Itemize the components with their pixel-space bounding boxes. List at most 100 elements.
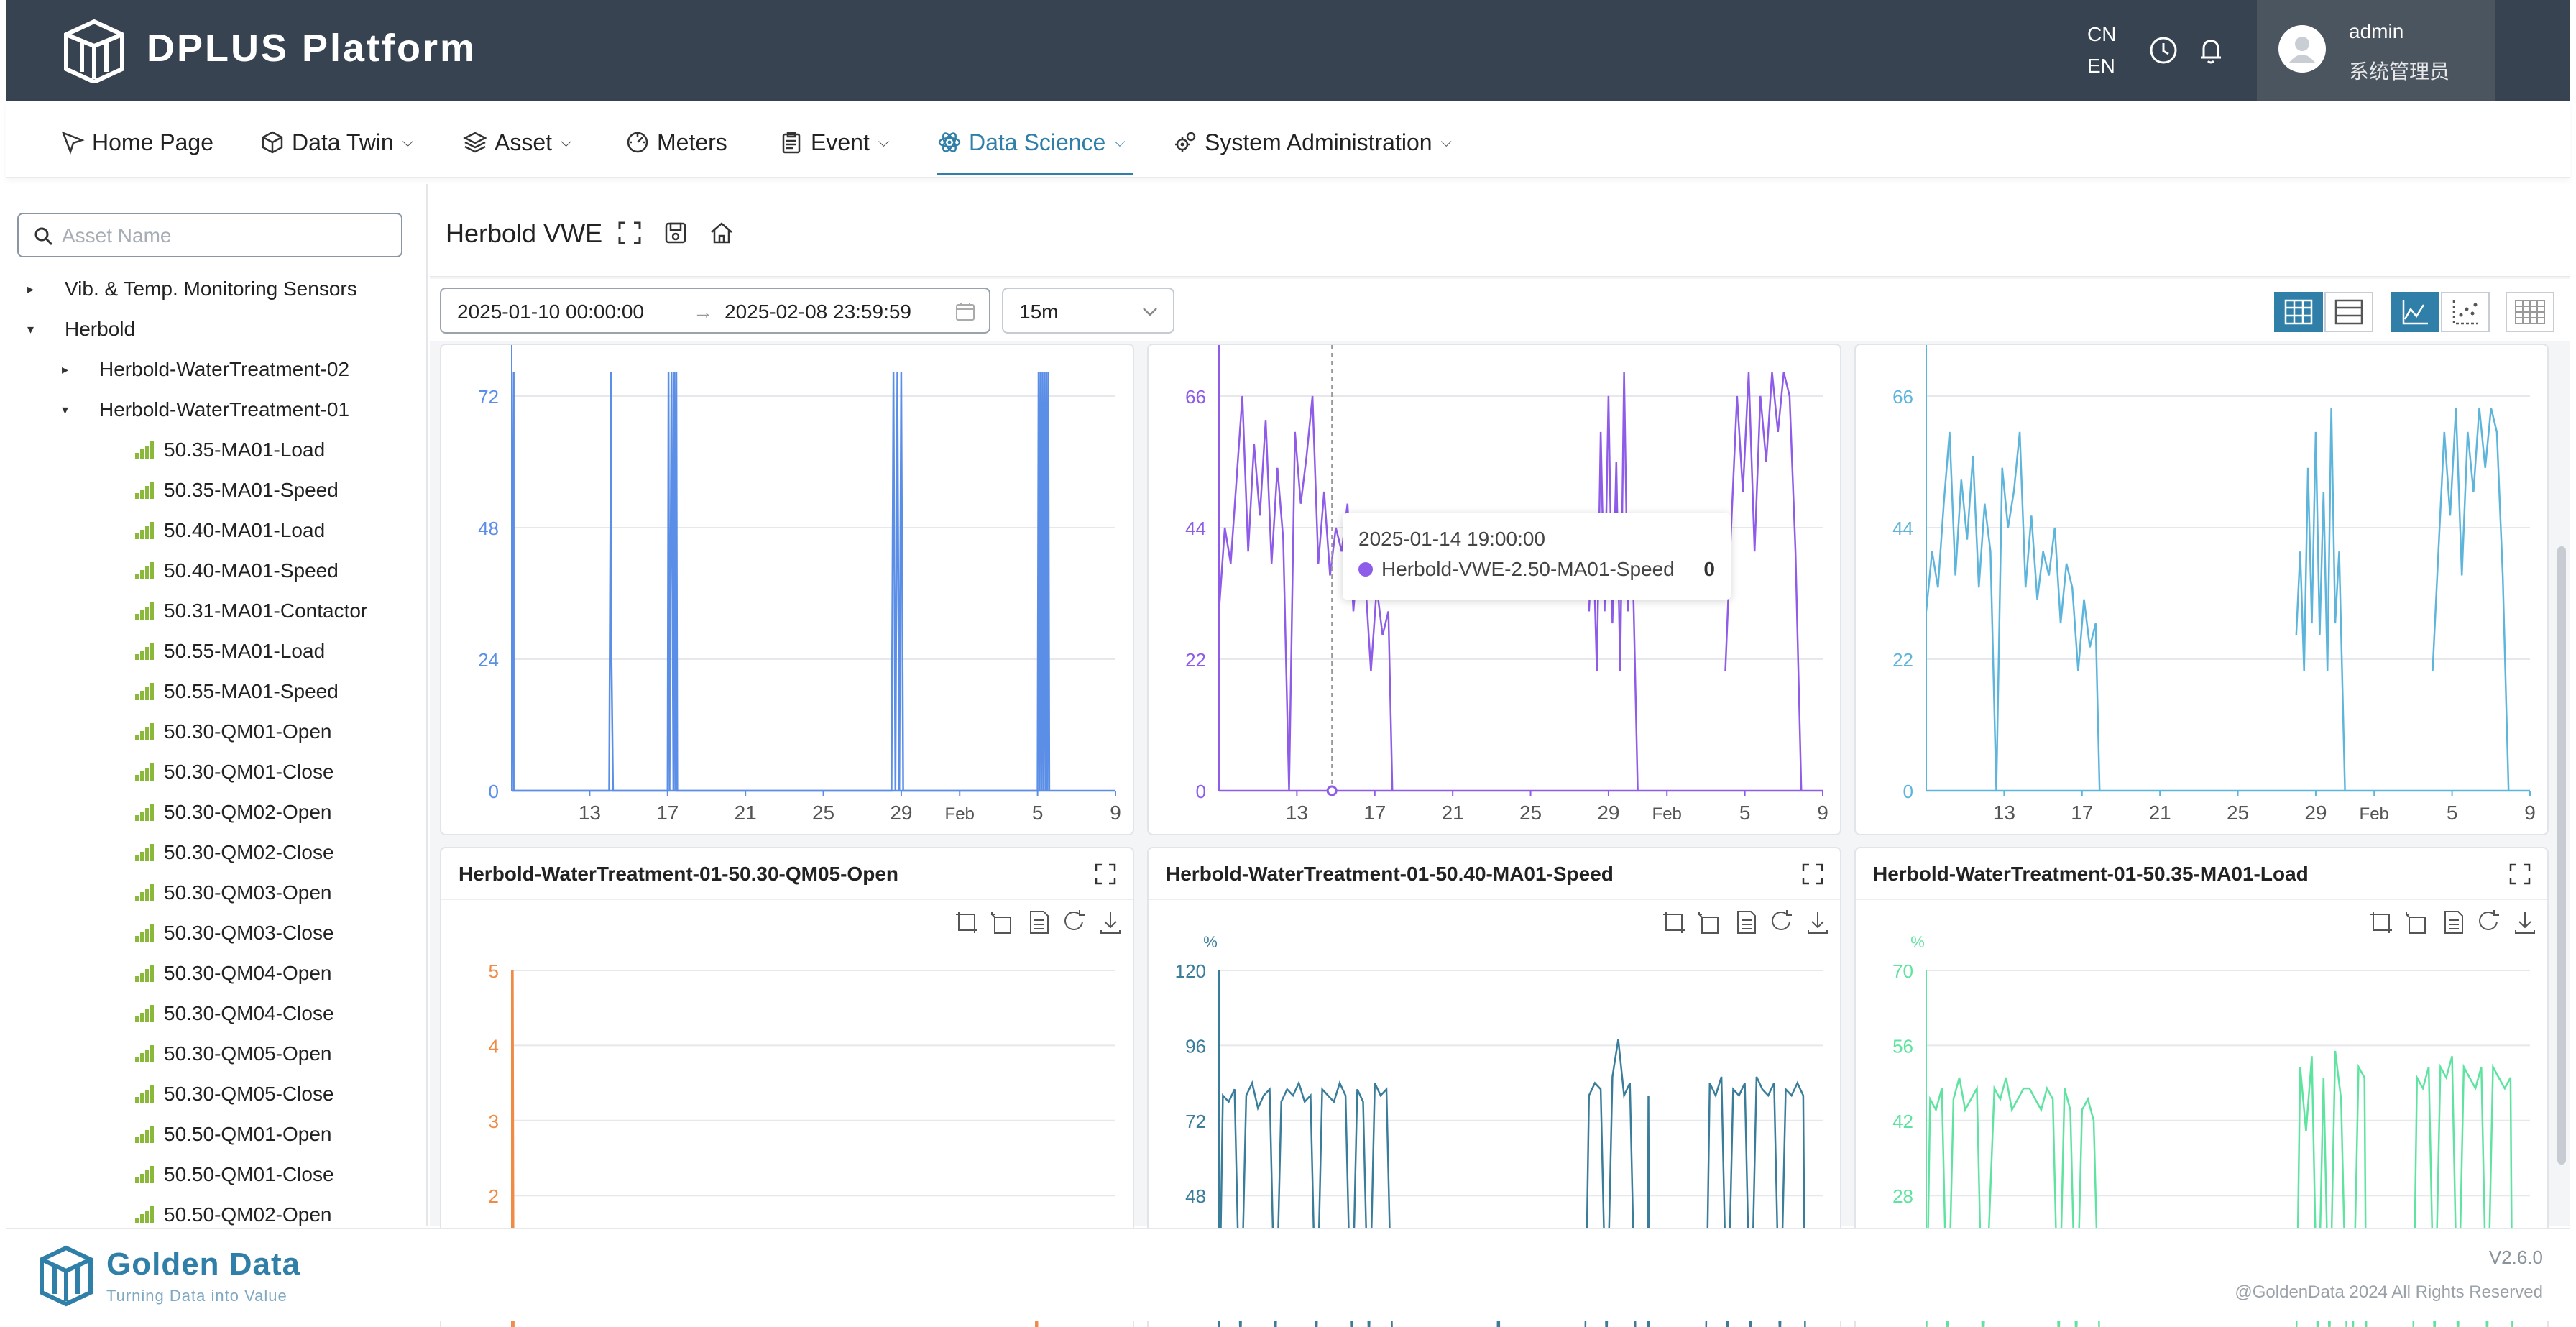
tooltip-series-name: Herbold-VWE-2.50-MA01-Speed <box>1381 558 1675 580</box>
caret-right-icon[interactable]: ▸ <box>62 362 69 377</box>
nav-home[interactable]: Home Page <box>60 125 213 160</box>
interval-select[interactable]: 15m <box>1002 288 1174 334</box>
download-icon[interactable] <box>1804 909 1831 936</box>
tree-node[interactable]: ▸ Vib. & Temp. Monitoring Sensors <box>6 269 426 309</box>
x-tick-label: 17 <box>656 802 678 824</box>
table-view-button[interactable] <box>2506 292 2554 332</box>
data-view-icon[interactable] <box>2439 909 2467 936</box>
asset-tree: ▸ Vib. & Temp. Monitoring Sensors ▾ Herbold… <box>6 269 426 1226</box>
x-tick-label: 25 <box>1519 802 1542 824</box>
nav-meters[interactable]: Meters <box>625 125 727 160</box>
refresh-icon[interactable] <box>1061 909 1088 936</box>
nav-data-twin[interactable]: Data Twin ⌵ <box>260 125 413 160</box>
zoom-reset-icon[interactable] <box>2404 909 2431 936</box>
bell-icon[interactable] <box>2195 35 2227 66</box>
tree-node-label: 50.40-MA01-Load <box>164 519 326 541</box>
caret-down-icon[interactable]: ▾ <box>62 402 69 417</box>
layers-icon <box>463 132 487 153</box>
tree-node[interactable]: 50.50-QM01-Close <box>6 1154 426 1195</box>
tree-node[interactable]: 50.50-QM01-Open <box>6 1114 426 1154</box>
nav-event[interactable]: Event ⌵ <box>779 125 889 160</box>
chart-plot[interactable]: 0 22 44 66 13 17 21 25 29 Feb 5 9 <box>1149 345 1841 835</box>
chart-card-header: Herbold-WaterTreatment-01-50.35-MA01-Loa… <box>1856 848 2547 900</box>
tree-node[interactable]: 50.40-MA01-Load <box>6 510 426 551</box>
main-scrollbar[interactable] <box>2557 546 2566 1165</box>
x-tick-label: 21 <box>1442 802 1464 824</box>
tree-node[interactable]: 50.30-QM02-Open <box>6 792 426 832</box>
brand-name: DPLUS Platform <box>147 27 477 70</box>
zoom-reset-icon[interactable] <box>1696 909 1724 936</box>
tree-node-label: Herbold-WaterTreatment-02 <box>99 358 350 380</box>
lang-en[interactable]: EN <box>2087 55 2115 77</box>
tree-node[interactable]: 50.30-QM03-Close <box>6 913 426 953</box>
caret-right-icon[interactable]: ▸ <box>27 281 34 296</box>
tree-node[interactable]: 50.35-MA01-Speed <box>6 470 426 510</box>
tree-node[interactable]: 50.35-MA01-Load <box>6 430 426 470</box>
tree-node-label: 50.31-MA01-Contactor <box>164 600 368 622</box>
chart-plot[interactable]: 0 22 44 66 13 17 21 25 29 Feb 5 9 <box>1856 345 2549 835</box>
nav-system-administration[interactable]: System Administration ⌵ <box>1173 125 1452 160</box>
download-icon[interactable] <box>2511 909 2539 936</box>
copyright: @GoldenData 2024 All Rights Reserved <box>2235 1282 2543 1302</box>
refresh-icon[interactable] <box>2475 909 2503 936</box>
save-icon[interactable] <box>663 220 689 246</box>
tree-node[interactable]: ▾ Herbold <box>6 309 426 349</box>
data-view-icon[interactable] <box>1025 909 1052 936</box>
lang-cn[interactable]: CN <box>2087 23 2117 45</box>
user-role: 系统管理员 <box>2349 60 2450 83</box>
tree-node[interactable]: 50.30-QM01-Close <box>6 752 426 792</box>
crop-zoom-icon[interactable] <box>953 909 980 936</box>
tree-node[interactable]: 50.31-MA01-Contactor <box>6 591 426 631</box>
footer-tagline: Turning Data into Value <box>106 1287 288 1305</box>
tree-node[interactable]: ▾ Herbold-WaterTreatment-01 <box>6 390 426 430</box>
nav-asset[interactable]: Asset ⌵ <box>463 125 571 160</box>
top-bar: DPLUS Platform CN EN admin 系统管理员 <box>6 0 2570 101</box>
refresh-icon[interactable] <box>1768 909 1795 936</box>
tree-node-label: 50.30-QM04-Close <box>164 1002 334 1024</box>
tree-node[interactable]: 50.50-QM02-Open <box>6 1195 426 1226</box>
tree-node[interactable]: ▸ Herbold-WaterTreatment-02 <box>6 349 426 390</box>
date-range-picker[interactable]: 2025-01-10 00:00:00 → 2025-02-08 23:59:5… <box>440 288 990 334</box>
clock-icon[interactable] <box>2148 35 2179 66</box>
tree-node-label: 50.30-QM02-Open <box>164 801 332 823</box>
nav-data-science[interactable]: Data Science ⌵ <box>937 125 1126 160</box>
caret-down-icon[interactable]: ▾ <box>27 321 34 336</box>
scatter-chart-button[interactable] <box>2441 292 2490 332</box>
line-chart-button[interactable] <box>2391 292 2439 332</box>
main-panel: Herbold VWE 2025-01-10 00:00:00 → 2025-0… <box>430 184 2570 1327</box>
home-icon[interactable] <box>709 220 735 246</box>
maximize-icon[interactable] <box>1094 863 1117 886</box>
tree-node[interactable]: 50.30-QM03-Open <box>6 873 426 913</box>
tooltip-series-dot <box>1358 562 1373 577</box>
tree-node[interactable]: 50.40-MA01-Speed <box>6 551 426 591</box>
chart-plot[interactable]: 0 24 48 72 13 17 21 25 29 Feb 5 9 <box>441 345 1134 835</box>
data-view-icon[interactable] <box>1732 909 1760 936</box>
zoom-reset-icon[interactable] <box>989 909 1016 936</box>
tree-node[interactable]: 50.30-QM04-Close <box>6 993 426 1034</box>
tree-node[interactable]: 50.30-QM01-Open <box>6 712 426 752</box>
user-menu[interactable]: admin 系统管理员 <box>2257 0 2496 101</box>
asset-search-input[interactable] <box>62 221 392 250</box>
crop-zoom-icon[interactable] <box>2368 909 2395 936</box>
tree-node-label: Vib. & Temp. Monitoring Sensors <box>65 277 357 300</box>
tree-node[interactable]: 50.30-QM05-Close <box>6 1074 426 1114</box>
fullscreen-icon[interactable] <box>617 220 643 246</box>
maximize-icon[interactable] <box>2508 863 2531 886</box>
list-view-button[interactable] <box>2324 292 2373 332</box>
download-icon[interactable] <box>1097 909 1124 936</box>
series-line <box>2412 1055 2513 1327</box>
scatter-chart-icon <box>2452 300 2478 325</box>
x-tick-label: 29 <box>2304 802 2327 824</box>
crop-zoom-icon[interactable] <box>1660 909 1688 936</box>
asset-search[interactable] <box>17 213 402 257</box>
tree-node[interactable]: 50.55-MA01-Speed <box>6 671 426 712</box>
grid-view-button[interactable] <box>2274 292 2323 332</box>
tree-node[interactable]: 50.30-QM02-Close <box>6 832 426 873</box>
series-line <box>1705 1076 1806 1327</box>
tree-node[interactable]: 50.30-QM04-Open <box>6 953 426 993</box>
tree-node[interactable]: 50.55-MA01-Load <box>6 631 426 671</box>
maximize-icon[interactable] <box>1801 863 1824 886</box>
language-switch[interactable]: CN EN <box>2087 19 2116 82</box>
tree-node[interactable]: 50.30-QM05-Open <box>6 1034 426 1074</box>
